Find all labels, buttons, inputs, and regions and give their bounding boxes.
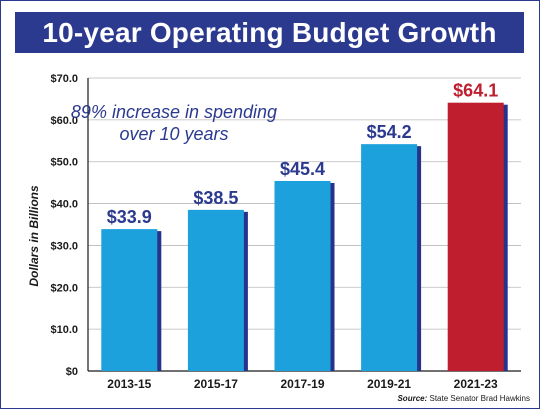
bar-value-label: $33.9 — [107, 207, 152, 227]
y-tick-label: $0 — [66, 366, 78, 378]
y-tick-label: $40.0 — [50, 199, 78, 211]
title-banner: 10-year Operating Budget Growth — [15, 12, 524, 53]
y-tick-label: $10.0 — [50, 324, 78, 336]
source-text: State Senator Brad Hawkins — [429, 394, 531, 403]
x-tick-label: 2017-19 — [280, 377, 324, 391]
bar — [274, 180, 331, 371]
bar-value-label: $54.2 — [367, 122, 412, 142]
x-tick-label: 2019-21 — [367, 377, 411, 391]
value-labels-layer: $33.9 $38.5 $45.4 $54.2 $64.1 — [107, 81, 498, 227]
chart-title: 10-year Operating Budget Growth — [42, 16, 497, 48]
y-tick-label: $20.0 — [50, 282, 78, 294]
bars-layer — [101, 102, 508, 372]
x-tick-label: 2015-17 — [194, 377, 238, 391]
annotation-line-2: over 10 years — [119, 124, 228, 144]
y-axis-label: Dollars in Billions — [27, 185, 41, 287]
bar — [361, 144, 418, 371]
source-note: Source: State Senator Brad Hawkins — [397, 394, 530, 403]
bar — [101, 229, 158, 371]
y-tick-label: $70.0 — [50, 73, 78, 85]
category-labels-layer: 2013-15 2015-17 2017-19 2019-21 2021-23 — [107, 377, 498, 391]
y-tick-label: $30.0 — [50, 240, 78, 252]
bar — [187, 209, 244, 371]
source-label: Source: — [397, 394, 428, 403]
annotation-line-1: 89% increase in spending — [71, 102, 277, 122]
y-tick-label: $60.0 — [50, 115, 78, 127]
y-tick-label: $50.0 — [50, 157, 78, 169]
x-tick-label: 2013-15 — [107, 377, 151, 391]
x-tick-label: 2021-23 — [454, 377, 498, 391]
bar-value-label: $45.4 — [280, 159, 325, 179]
bar — [447, 102, 504, 372]
bar-value-label: $64.1 — [453, 81, 498, 101]
y-axis-ticks: $0 $10.0 $20.0 $30.0 $40.0 $50.0 $60.0 $70.0 — [50, 73, 78, 378]
bar-value-label: $38.5 — [193, 188, 238, 208]
